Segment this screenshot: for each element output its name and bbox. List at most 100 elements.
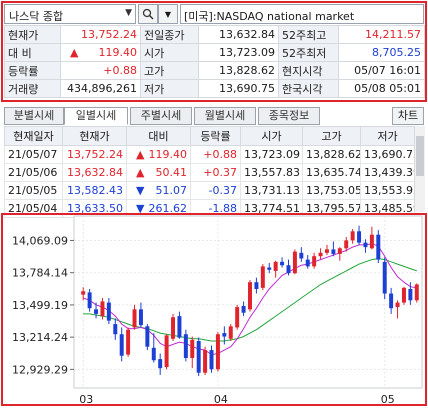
up-arrow-icon: ▲ — [136, 166, 145, 179]
chevron-down-icon: ▼ — [125, 8, 132, 18]
candle-body — [369, 234, 374, 249]
quote-value: 13,690.75 — [198, 79, 279, 98]
tab-minute-quotes[interactable]: 분별시세 — [4, 107, 64, 125]
close-cell: 13,632.84 — [62, 163, 127, 182]
table-row[interactable]: 21/05/06 13,632.84 ▲ 50.41 +0.37 13,557.83 13,… — [4, 163, 415, 182]
index-select[interactable]: 나스닥 종합 ▼ — [4, 4, 136, 24]
column-header[interactable]: 현재가 — [62, 126, 127, 146]
candle-body — [203, 350, 208, 373]
dropdown-icon: ▼ — [164, 10, 172, 19]
y-tick-label: 12,929.29 — [12, 363, 68, 376]
quote-label-text: 52주최고 — [282, 28, 327, 42]
candle-body — [145, 326, 150, 347]
plot-area — [73, 215, 423, 389]
tab-weekly-quotes[interactable]: 주별시세 — [130, 107, 192, 125]
history-scrollbar[interactable] — [414, 126, 425, 212]
candle-body — [324, 249, 329, 253]
candle-body — [215, 334, 220, 370]
quote-value-text: 13,632.84 — [219, 28, 275, 41]
quote-row: 대 비 ▲ 119.40 시가 13,723.09 52주최저 8,705.25 — [4, 43, 425, 62]
quote-label-text: 대 비 — [8, 46, 32, 60]
column-header[interactable]: 등락률 — [190, 126, 241, 146]
column-header[interactable]: 저가 — [360, 126, 415, 146]
search-icon — [142, 8, 154, 20]
candle-body — [337, 248, 342, 254]
quote-value-text: 05/08 05:01 — [354, 82, 421, 95]
chart-panel-highlight — [1, 213, 427, 406]
date-cell: 21/05/05 — [4, 181, 63, 200]
quote-row: 등락률 +0.88 고가 13,828.62 현지시각 05/07 16:01 — [4, 61, 425, 80]
x-tick-label: 04 — [214, 393, 228, 406]
high-cell: 13,828.62 — [302, 145, 361, 164]
pct-cell: +0.37 — [190, 163, 241, 182]
candle-body — [414, 284, 419, 301]
moving-average-long — [83, 257, 417, 342]
quote-row: 현재가 13,752.24 전일종가 13,632.84 52주최고 14,211.57 — [4, 25, 425, 44]
quote-panel-highlight — [1, 1, 427, 102]
candle-body — [280, 261, 285, 266]
candle-body — [376, 234, 381, 260]
candle-body — [357, 231, 362, 243]
date-cell: 21/05/07 — [4, 145, 63, 164]
quote-value: 05/07 16:01 — [338, 61, 425, 80]
down-arrow-icon: ▼ — [136, 202, 145, 215]
quote-label-text: 거래량 — [8, 82, 39, 96]
change-value: 51.07 — [155, 184, 188, 197]
index-select-value: 나스닥 종합 — [9, 10, 64, 23]
candle-body — [81, 291, 86, 295]
table-row[interactable]: 21/05/07 13,752.24 ▲ 119.40 +0.88 13,723.09 13… — [4, 145, 415, 164]
x-tick-label: 03 — [79, 393, 93, 406]
quote-value-text: +0.88 — [103, 64, 137, 77]
x-tick-label: 05 — [381, 393, 395, 406]
candle-body — [299, 252, 304, 259]
tab-monthly-quotes[interactable]: 월별시세 — [194, 107, 256, 125]
y-tick-label: 13,784.14 — [12, 267, 68, 280]
tab-stock-info[interactable]: 종목정보 — [258, 107, 320, 125]
tab-daily-quotes[interactable]: 일별시세 — [64, 107, 128, 125]
change-cell: ▲ 119.40 — [126, 145, 191, 164]
quote-value: 13,828.62 — [198, 61, 279, 80]
candle-body — [228, 326, 233, 339]
quote-value-text: 13,690.75 — [219, 82, 275, 95]
down-arrow-icon: ▼ — [136, 184, 145, 197]
change-value: 119.40 — [148, 148, 188, 161]
quote-label: 52주최저 — [278, 43, 339, 62]
candle-body — [286, 265, 291, 274]
open-cell: 13,731.13 — [240, 181, 303, 200]
y-tick-label: 14,069.09 — [12, 234, 68, 247]
column-header[interactable]: 현재일자 — [4, 126, 63, 146]
candle-body — [241, 305, 246, 313]
high-cell: 13,753.05 — [302, 181, 361, 200]
quote-value: 13,752.24 — [60, 25, 141, 44]
candle-body — [318, 252, 323, 257]
close-cell: 13,582.43 — [62, 181, 127, 200]
candle-body — [248, 282, 252, 310]
candle-body — [260, 266, 265, 288]
quote-label-text: 등락률 — [8, 64, 39, 78]
candle-body — [401, 287, 406, 303]
quote-label-text: 시가 — [144, 46, 165, 60]
quote-value-text: 13,723.09 — [219, 46, 275, 59]
search-button[interactable] — [138, 4, 158, 24]
chart-button[interactable]: 차트 — [392, 107, 424, 125]
scrollbar-thumb[interactable] — [416, 136, 424, 176]
column-header[interactable]: 고가 — [302, 126, 361, 146]
quote-row: 거래량 434,896,261 저가 13,690.75 한국시각 05/08 05:01 — [4, 79, 425, 98]
candle-body — [254, 282, 259, 289]
tab-bar: 분별시세 일별시세 주별시세 월별시세 종목정보 차트 — [4, 107, 424, 125]
table-row[interactable]: 21/05/05 13,582.43 ▼ 51.07 -0.37 13,731.13 13,… — [4, 181, 415, 200]
candle-body — [344, 240, 349, 249]
column-header[interactable]: 대비 — [126, 126, 191, 146]
column-header[interactable]: 시가 — [240, 126, 303, 146]
candle-body — [106, 302, 111, 321]
close-cell: 13,752.24 — [62, 145, 127, 164]
change-cell: ▼ 51.07 — [126, 181, 191, 200]
change-value: 261.62 — [148, 202, 188, 215]
quote-summary-table: 현재가 13,752.24 전일종가 13,632.84 52주최고 14,211.57 대… — [4, 25, 425, 98]
market-select-button[interactable]: ▼ — [158, 4, 178, 24]
quote-value-text: 05/07 16:01 — [354, 64, 421, 77]
candle-body — [190, 339, 195, 358]
daily-history-table: 현재일자 현재가 대비 등락률 시가 고가 저가 21/05/07 13,752.24 ▲ 119… — [4, 126, 415, 218]
quote-label-text: 현재가 — [8, 28, 39, 42]
quote-label-text: 저가 — [144, 82, 165, 96]
